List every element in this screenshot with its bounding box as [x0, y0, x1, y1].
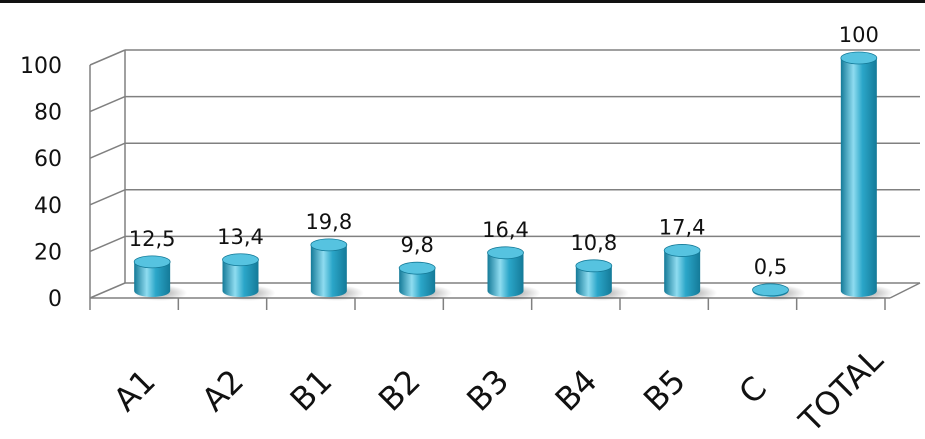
x-tick-label: B5: [636, 362, 693, 419]
x-tick-label: C: [731, 369, 774, 412]
bar: [751, 283, 806, 301]
gridline-side: [89, 282, 126, 299]
x-tick-label: B2: [371, 362, 428, 419]
bar: [398, 261, 453, 301]
bar-top: [398, 261, 436, 275]
y-tick-label: 0: [48, 287, 62, 312]
bar-top: [663, 244, 701, 257]
gridline: [89, 189, 920, 206]
grid: [89, 49, 920, 299]
bar-body: [575, 265, 612, 297]
data-label: 17,4: [659, 215, 706, 239]
y-tick-label: 80: [34, 101, 62, 126]
top-border-line: [0, 0, 925, 3]
x-tick-label: TOTAL: [791, 341, 890, 439]
y-tick-label: 60: [34, 147, 62, 172]
bar-body: [487, 252, 524, 297]
bar: [486, 246, 541, 301]
labels: 0 20 40 60 80 100 12,5 A1 13,4 A2 19,8 B1 9,8 B2 16,4 B…: [20, 23, 891, 439]
x-tick-label: A2: [194, 362, 251, 419]
bar: [133, 255, 188, 301]
gridline-side: [89, 142, 126, 159]
x-tick-label: A1: [106, 362, 163, 419]
floor-right-edge: [889, 282, 921, 299]
gridline-side: [89, 189, 126, 206]
bar: [663, 244, 718, 301]
bar: [839, 51, 894, 301]
bar-body: [399, 268, 436, 297]
x-tick-label: B4: [548, 362, 605, 419]
bar-body: [134, 261, 171, 297]
gridline: [89, 49, 920, 66]
data-label: 10,8: [570, 231, 617, 255]
data-label: 100: [839, 23, 879, 47]
gridline-side: [89, 49, 126, 66]
data-label: 12,5: [129, 227, 176, 251]
bar-top: [133, 255, 171, 269]
y-tick-label: 40: [34, 194, 62, 219]
data-label: 19,8: [305, 210, 352, 234]
gridline-side: [89, 95, 126, 113]
axes: [89, 50, 921, 310]
bar-top: [840, 51, 878, 65]
data-label: 13,4: [217, 225, 264, 249]
bar-body: [664, 250, 701, 297]
x-tick-label: B1: [283, 362, 340, 419]
data-label: 16,4: [482, 218, 529, 242]
bar-body: [840, 58, 877, 297]
bar-top: [752, 283, 789, 297]
bar-body: [222, 259, 259, 297]
bar-body: [310, 244, 347, 297]
gridline-side: [89, 235, 126, 253]
bar-top: [575, 259, 613, 273]
gridline: [89, 235, 920, 253]
data-label: 0,5: [754, 255, 787, 279]
x-tick-label: B3: [459, 362, 516, 419]
bar: [574, 259, 629, 301]
bar: [309, 238, 364, 301]
gridline: [89, 142, 920, 159]
bars: [133, 51, 894, 301]
gridline: [89, 95, 920, 113]
y-tick-label: 100: [20, 54, 62, 79]
bar-top: [487, 246, 524, 260]
bar-top: [222, 253, 259, 267]
data-label: 9,8: [400, 233, 433, 257]
bar: [221, 253, 276, 301]
y-tick-label: 20: [34, 240, 62, 265]
bar-top: [310, 238, 348, 252]
